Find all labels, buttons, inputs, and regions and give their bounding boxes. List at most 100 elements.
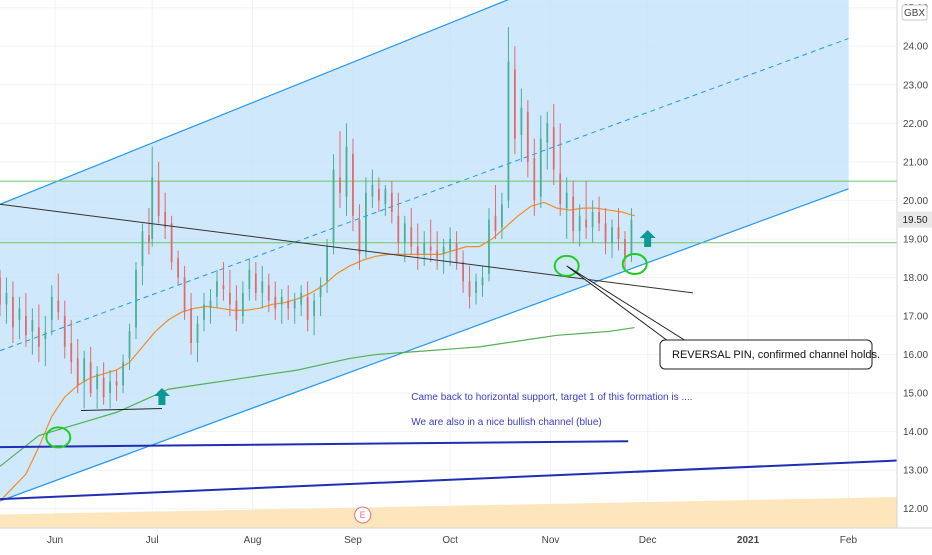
candle-body [410, 227, 413, 247]
candle [488, 208, 490, 282]
candle [18, 296, 21, 340]
candle-body [488, 219, 490, 274]
candle-body [109, 381, 112, 394]
candle-body [319, 285, 322, 297]
candle [339, 131, 341, 209]
candle [494, 184, 497, 239]
candle-body [436, 250, 439, 259]
price-axis[interactable]: 25.0024.0023.0022.0021.0020.0019.0018.00… [896, 0, 932, 528]
candle-body [423, 242, 426, 255]
price-tick-label: 22.00 [903, 119, 928, 130]
candle [611, 219, 613, 259]
candle-body [572, 196, 575, 232]
annotation-text: Came back to horizontal support, target … [411, 392, 692, 403]
up-arrow-icon [639, 229, 656, 247]
candle [572, 181, 575, 243]
annotation-marks [45, 229, 656, 449]
candle [177, 250, 180, 286]
annotation-text-group: Came back to horizontal support, target … [411, 392, 692, 428]
candle [384, 184, 387, 216]
candle-body [559, 173, 562, 205]
up-arrow-icon [153, 387, 170, 405]
price-tick-label: 16.00 [903, 350, 928, 361]
lower-band [0, 497, 897, 528]
trend-line [0, 203, 694, 294]
time-tick-label: Jul [146, 535, 159, 546]
candle [371, 169, 374, 209]
candle [267, 273, 270, 313]
candle-body [203, 304, 205, 320]
candle-body [241, 292, 244, 317]
candle [326, 238, 328, 293]
candle [358, 204, 361, 270]
candle [585, 181, 588, 239]
price-tick-label: 18.00 [903, 273, 928, 284]
callout-text: REVERSAL PIN, confirmed channel holds. [672, 349, 880, 361]
candle [141, 223, 144, 286]
price-tick-label: 17.00 [903, 312, 928, 323]
candle [89, 346, 92, 397]
candle-body [578, 215, 581, 232]
candle-body [390, 192, 393, 212]
candle-body [148, 235, 150, 243]
trend-lines [0, 203, 898, 501]
candle [235, 285, 238, 332]
candle [274, 281, 277, 320]
candle-body [196, 323, 199, 344]
candle-body [300, 292, 303, 305]
candle-body [377, 188, 380, 201]
earnings-marker[interactable]: E [354, 506, 372, 524]
candle-body [102, 377, 105, 397]
candle-body [141, 231, 144, 266]
candle [481, 265, 484, 297]
time-axis-ticks: Jun Jul Aug Sep Oct Nov Dec 2021 Feb [47, 535, 857, 546]
candle [148, 208, 150, 255]
candle-body [358, 219, 361, 255]
candle-body [501, 204, 503, 228]
time-axis[interactable]: Jun Jul Aug Sep Oct Nov Dec 2021 Feb [0, 527, 932, 550]
highlight-ellipse [553, 254, 580, 277]
candle-body [267, 285, 270, 301]
currency-box[interactable] [901, 4, 928, 21]
candle [102, 362, 105, 405]
candle-body [183, 277, 186, 313]
candle [261, 265, 264, 309]
lower-band-fill [0, 497, 897, 528]
candle-body [177, 258, 180, 278]
candle [449, 227, 452, 266]
candle-body [526, 111, 529, 162]
candle-body [520, 107, 523, 135]
candle-body [190, 308, 192, 344]
candle [209, 289, 212, 324]
reversal-callout[interactable]: REVERSAL PIN, confirmed channel holds. [566, 265, 880, 370]
candle-body [546, 123, 549, 143]
candle [501, 192, 503, 239]
candle-body [235, 300, 238, 320]
candle-body [96, 373, 99, 390]
candle-body [209, 300, 212, 309]
candle [352, 138, 354, 232]
candle [520, 88, 523, 162]
candle-body [585, 219, 588, 228]
candle-body [565, 192, 568, 209]
candle [287, 285, 290, 320]
candle-body [339, 177, 341, 193]
candle [203, 292, 205, 332]
candle-body [384, 188, 387, 205]
candle-body [617, 227, 620, 239]
candle [468, 265, 471, 309]
price-tick-label: 24.00 [903, 42, 928, 53]
candle-body [403, 223, 406, 243]
candle-body [222, 285, 225, 290]
candle-body [455, 242, 458, 263]
candle [109, 369, 112, 409]
time-tick-label: Sep [344, 535, 362, 546]
candle [507, 26, 510, 209]
candle [122, 354, 124, 394]
time-tick-label: Oct [442, 535, 458, 546]
candle [313, 292, 316, 336]
candle-body [462, 262, 464, 282]
candle-body [89, 362, 92, 394]
